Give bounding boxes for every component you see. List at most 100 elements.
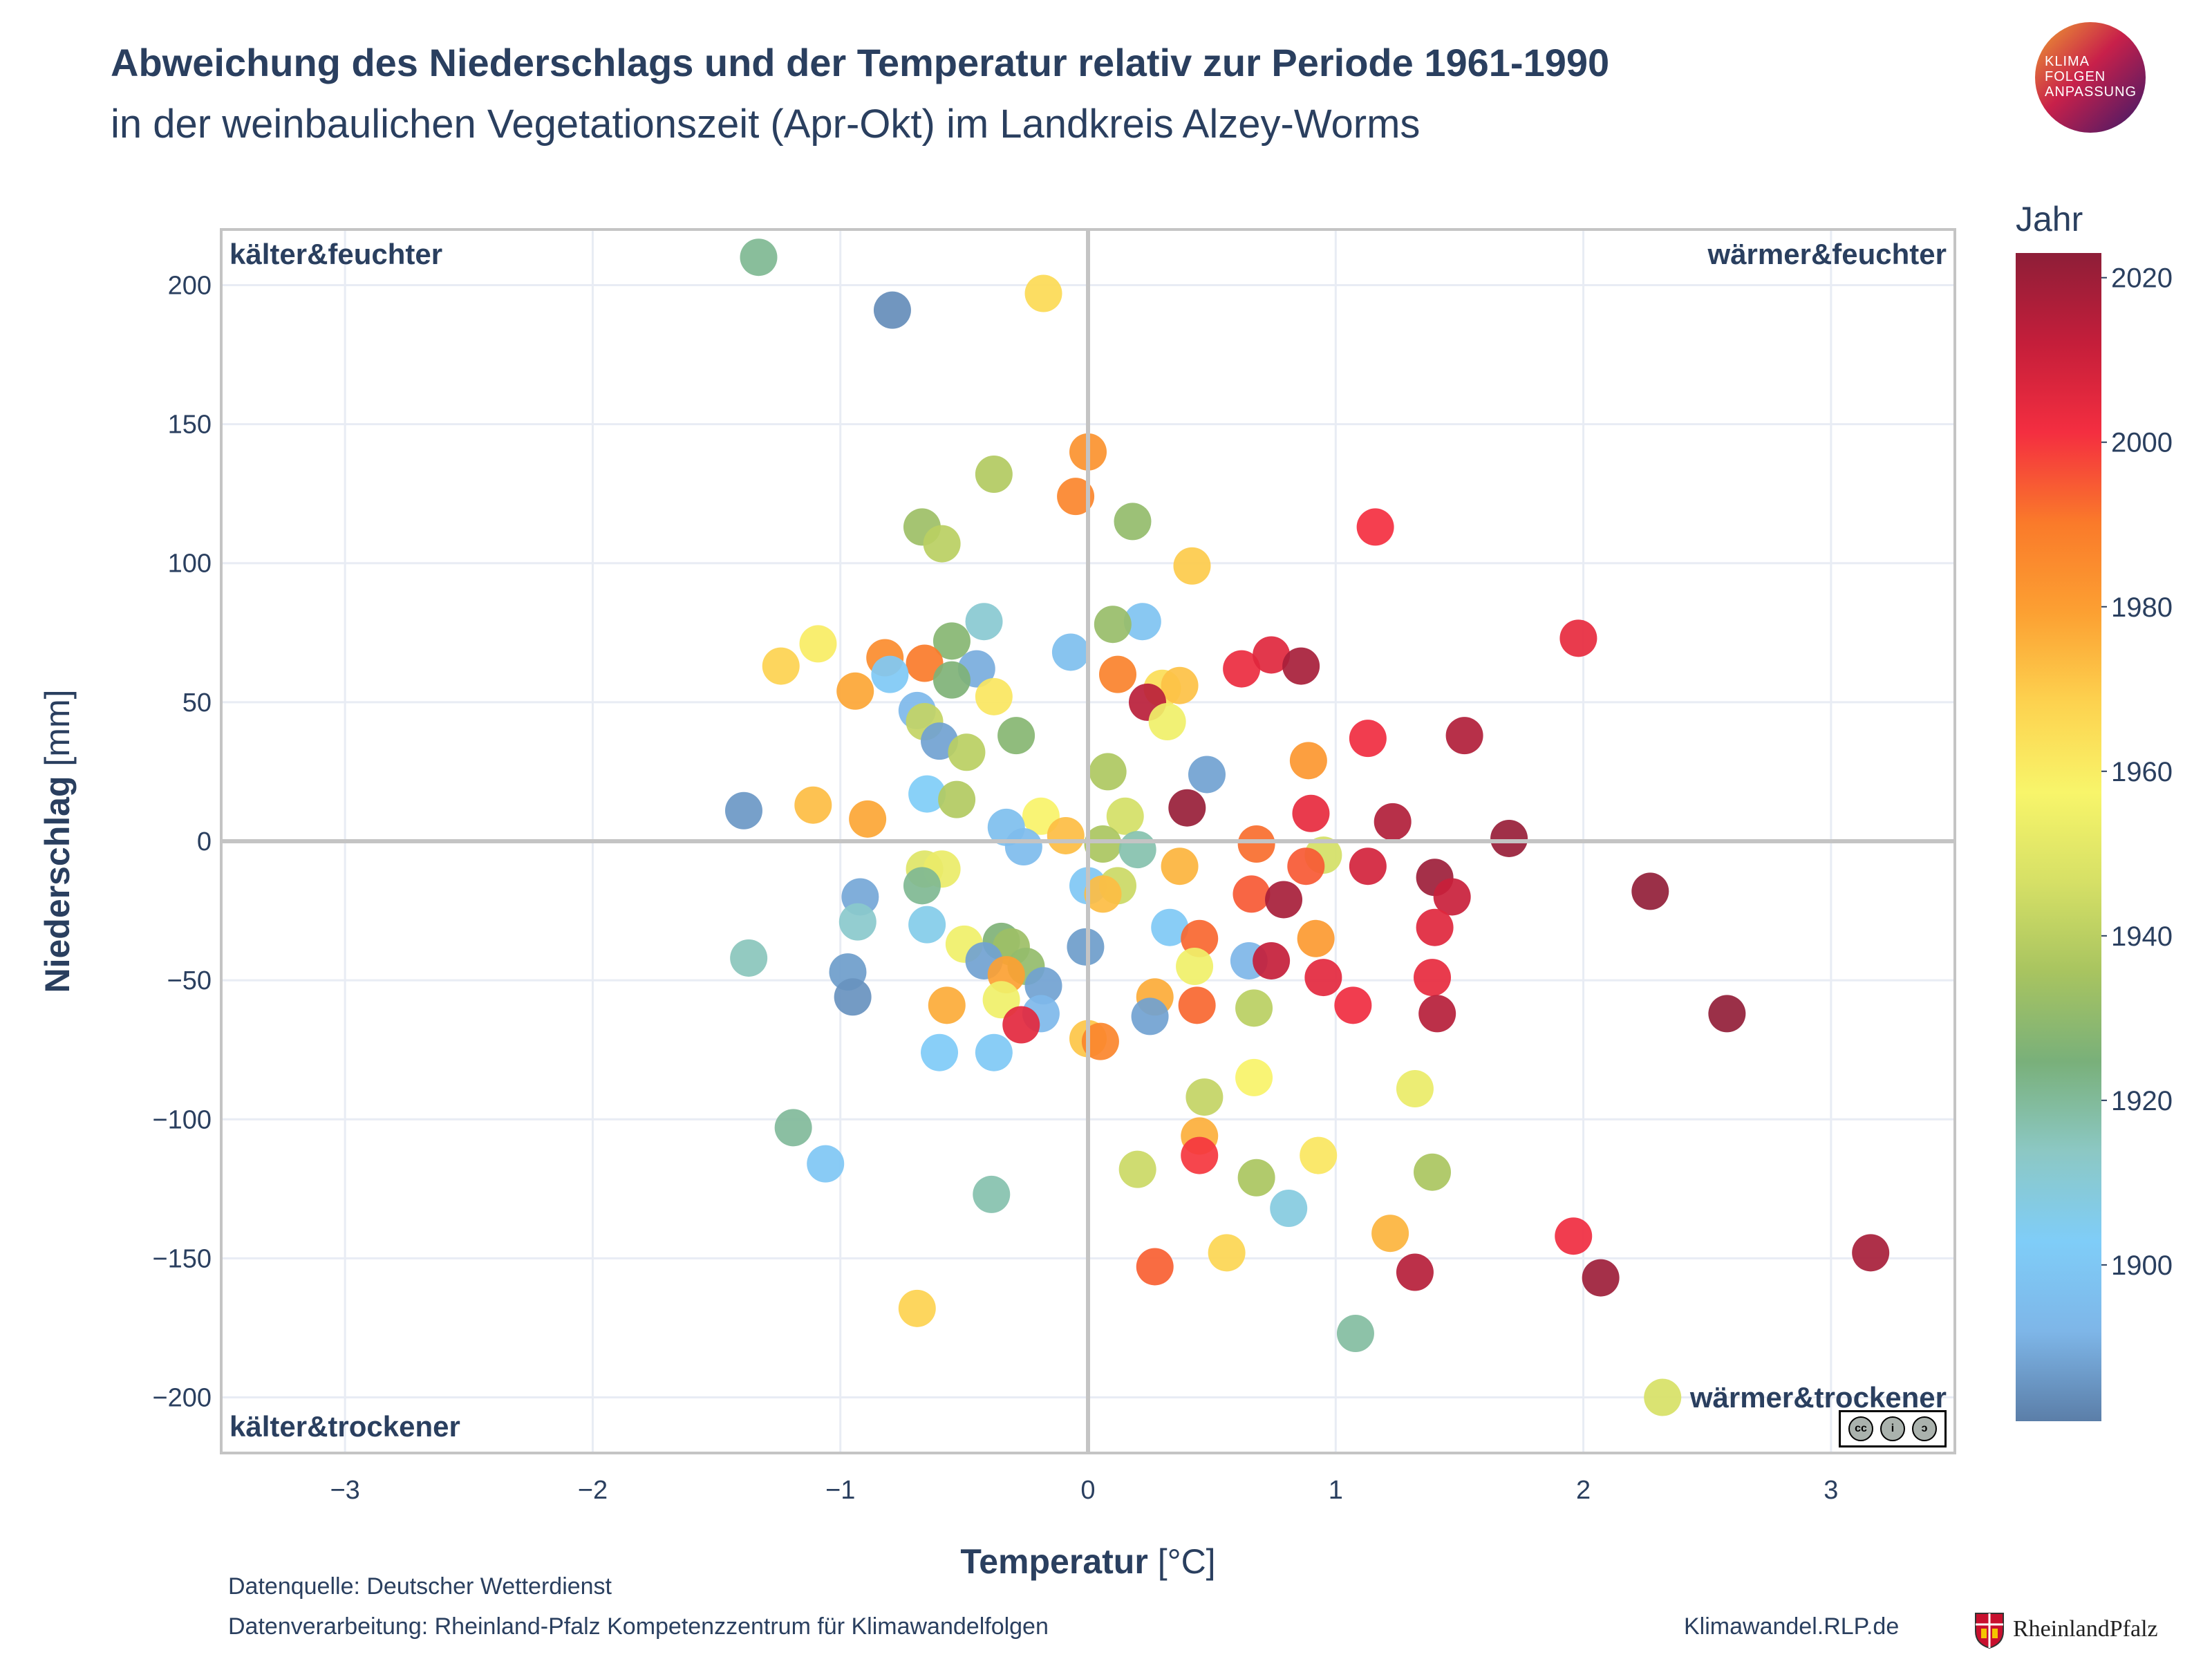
y-tick-label: 0 bbox=[197, 827, 212, 856]
chart-subtitle: in der weinbaulichen Vegetationszeit (Ap… bbox=[111, 102, 1421, 147]
footer-processing: Datenverarbeitung: Rheinland-Pfalz Kompe… bbox=[228, 1613, 1049, 1640]
data-point bbox=[1644, 1378, 1682, 1416]
data-point bbox=[836, 672, 874, 710]
data-point bbox=[1084, 825, 1122, 863]
data-point bbox=[1852, 1234, 1890, 1272]
data-point bbox=[1416, 908, 1454, 946]
x-tick-label: 0 bbox=[1080, 1476, 1095, 1505]
data-point bbox=[1371, 1215, 1409, 1253]
data-point bbox=[1151, 908, 1189, 946]
colorbar-tick-label: 1980 bbox=[2111, 592, 2173, 623]
data-point bbox=[1223, 650, 1261, 688]
data-point bbox=[774, 1109, 812, 1147]
data-point bbox=[807, 1145, 845, 1183]
colorbar: Jahr 1900 1920 1940 1960 1980 2000 2020 bbox=[2016, 200, 2173, 1421]
data-point bbox=[1131, 997, 1169, 1035]
data-point bbox=[1356, 508, 1394, 546]
data-point bbox=[965, 603, 1003, 641]
data-point bbox=[871, 655, 909, 693]
data-point bbox=[1708, 995, 1746, 1033]
rlp-coat-of-arms-icon bbox=[1975, 1613, 2004, 1649]
data-point bbox=[1418, 995, 1456, 1033]
quadrant-label-bottom-left: kälter&trockener bbox=[229, 1410, 460, 1443]
data-point bbox=[928, 986, 966, 1024]
data-point bbox=[1118, 1150, 1156, 1188]
data-point bbox=[1287, 847, 1325, 885]
data-point bbox=[1168, 789, 1206, 827]
data-point bbox=[898, 1289, 936, 1327]
data-point bbox=[1631, 872, 1669, 910]
data-point bbox=[849, 800, 887, 838]
data-point bbox=[1067, 928, 1105, 966]
data-point bbox=[906, 644, 944, 682]
data-point bbox=[938, 780, 976, 818]
data-point bbox=[1555, 1217, 1593, 1255]
data-point bbox=[740, 238, 778, 276]
data-point bbox=[1445, 717, 1483, 755]
data-point bbox=[932, 661, 971, 699]
data-point bbox=[1253, 636, 1291, 674]
colorbar-tick-label: 1960 bbox=[2111, 757, 2173, 787]
y-tick-label: −150 bbox=[152, 1244, 212, 1273]
footer-source: Datenquelle: Deutscher Wetterdienst bbox=[228, 1573, 612, 1600]
data-point bbox=[1582, 1259, 1620, 1297]
x-axis-title: Temperatur [°C] bbox=[960, 1542, 1215, 1581]
quadrant-label-top-left: kälter&feuchter bbox=[229, 238, 442, 270]
data-point bbox=[1173, 547, 1211, 585]
data-point bbox=[921, 1033, 959, 1071]
x-tick-label: −1 bbox=[825, 1476, 855, 1505]
y-tick-label: −100 bbox=[152, 1105, 212, 1134]
data-point bbox=[1265, 881, 1303, 919]
data-point bbox=[1161, 847, 1199, 885]
data-point bbox=[1047, 816, 1085, 854]
data-point bbox=[908, 775, 946, 813]
quadrant-label-top-right: wärmer&feuchter bbox=[1707, 238, 1947, 270]
data-point bbox=[762, 647, 800, 685]
data-point bbox=[1237, 1159, 1275, 1197]
data-point bbox=[932, 622, 971, 660]
data-point bbox=[1051, 633, 1089, 671]
data-point bbox=[1057, 478, 1095, 516]
data-point bbox=[873, 291, 911, 329]
klimafolgen-logo: KLIMA FOLGEN ANPASSUNG bbox=[2035, 22, 2146, 133]
axis-labels: −3 −2 −1 0 1 2 3 −200 −150 −100 −50 0 50 100 150 200 käl… bbox=[38, 238, 1947, 1581]
data-point bbox=[1176, 948, 1214, 986]
data-point bbox=[1208, 1234, 1246, 1272]
chart-title: Abweichung des Niederschlags und der Tem… bbox=[111, 41, 1610, 84]
data-point bbox=[1235, 989, 1273, 1027]
x-tick-label: −3 bbox=[330, 1476, 359, 1505]
data-point bbox=[982, 981, 1020, 1019]
data-point bbox=[1089, 753, 1127, 791]
plot-frame bbox=[220, 228, 1956, 1454]
data-point bbox=[975, 456, 1013, 493]
data-point bbox=[1304, 959, 1342, 997]
data-point bbox=[730, 939, 768, 977]
data-point bbox=[799, 625, 837, 663]
sa-icon: ↄ bbox=[1912, 1416, 1937, 1441]
data-point bbox=[794, 786, 832, 824]
logo-text-line: FOLGEN bbox=[2045, 69, 2106, 84]
data-point bbox=[1433, 878, 1471, 916]
x-tick-label: 1 bbox=[1329, 1476, 1343, 1505]
data-point bbox=[1490, 819, 1528, 857]
y-axis-title: Niederschlag [mm] bbox=[38, 690, 77, 993]
colorbar-tick-label: 1920 bbox=[2111, 1086, 2173, 1116]
data-point bbox=[1024, 274, 1062, 312]
data-point bbox=[997, 717, 1035, 755]
x-tick-label: 3 bbox=[1824, 1476, 1838, 1505]
data-point bbox=[1094, 606, 1132, 644]
data-point bbox=[1004, 828, 1042, 866]
data-point bbox=[1181, 1136, 1219, 1174]
data-point bbox=[1414, 1153, 1452, 1191]
y-tick-label: 100 bbox=[168, 550, 212, 579]
logo-text: KLIMA FOLGEN ANPASSUNG bbox=[2045, 54, 2137, 100]
data-point bbox=[1185, 1078, 1224, 1116]
y-tick-label: −50 bbox=[167, 966, 212, 995]
y-tick-label: 150 bbox=[168, 411, 212, 440]
data-point bbox=[1235, 1058, 1273, 1096]
data-point bbox=[1081, 1022, 1119, 1060]
data-point bbox=[1336, 1315, 1374, 1353]
y-tick-label: 50 bbox=[182, 688, 212, 718]
footer-website[interactable]: Klimawandel.RLP.de bbox=[1684, 1613, 1900, 1640]
